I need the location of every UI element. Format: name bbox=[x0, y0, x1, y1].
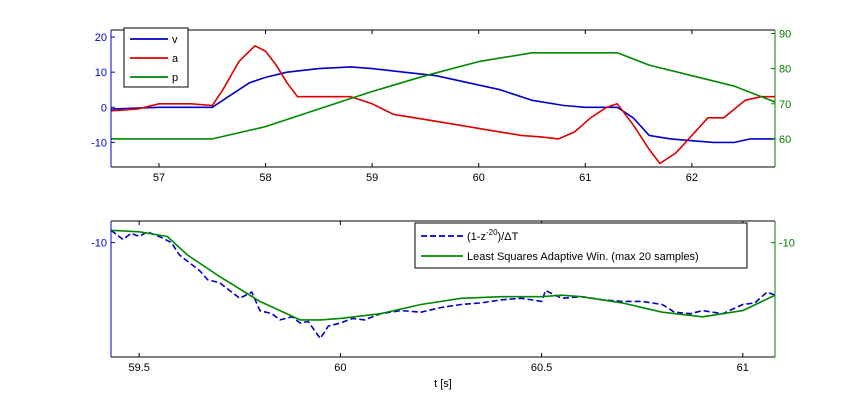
right-y-tick-label: 80 bbox=[779, 64, 791, 76]
right-y-tick-label: -10 bbox=[779, 238, 795, 250]
left-y-tick-label: -10 bbox=[91, 137, 107, 149]
legend: (1-z-20)/ΔT Least Squares Adaptive Win. (… bbox=[414, 222, 748, 269]
x-tick-label: 60 bbox=[473, 172, 485, 184]
legend-label: v bbox=[172, 34, 178, 46]
series-line-p bbox=[111, 51, 775, 140]
legend-label: p bbox=[172, 72, 178, 84]
left-y-tick-label: 0 bbox=[101, 102, 107, 114]
left-y-tick-label: 20 bbox=[95, 32, 107, 44]
legend: vap bbox=[123, 27, 189, 88]
x-tick-label: 59 bbox=[366, 172, 378, 184]
series-line-least-squares bbox=[111, 229, 775, 321]
series-line-a bbox=[111, 44, 775, 165]
right-y-tick-label: 70 bbox=[779, 99, 791, 111]
legend-label: Least Squares Adaptive Win. (max 20 samp… bbox=[467, 251, 699, 263]
x-tick-label: 58 bbox=[259, 172, 271, 184]
x-axis-label: t [s] bbox=[434, 378, 452, 390]
legend-box bbox=[414, 222, 748, 269]
right-y-tick-label: 60 bbox=[779, 134, 791, 146]
x-tick-label: 60 bbox=[334, 362, 346, 374]
x-tick-label: 61 bbox=[737, 362, 749, 374]
right-y-tick-label: 90 bbox=[779, 29, 791, 41]
bottom-chart: 59.5 60 60.5 61 -10 -10 t [s] (1-z-20)/ΔT Least … bbox=[91, 220, 795, 390]
top-chart: 57 58 59 60 61 62 -10 0 10 20 60 70 80 90 vap bbox=[91, 27, 791, 184]
x-tick-label: 57 bbox=[153, 172, 165, 184]
x-tick-label: 60.5 bbox=[531, 362, 552, 374]
x-tick-label: 62 bbox=[686, 172, 698, 184]
left-y-tick-label: 10 bbox=[95, 67, 107, 79]
x-tick-label: 59.5 bbox=[128, 362, 149, 374]
legend-label: (1-z-20)/ΔT bbox=[467, 228, 519, 243]
left-y-tick-label: -10 bbox=[91, 238, 107, 250]
legend-label: a bbox=[172, 53, 179, 65]
x-tick-label: 61 bbox=[579, 172, 591, 184]
